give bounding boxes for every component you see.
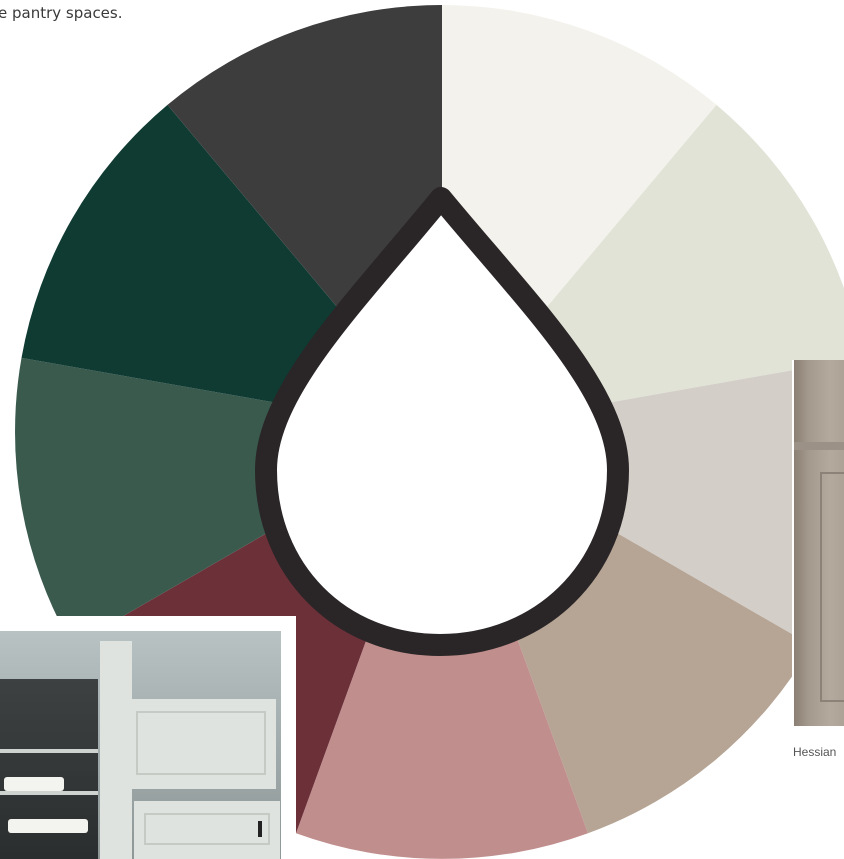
cabinet-door <box>136 711 266 775</box>
cabinet-rail <box>794 442 844 450</box>
jars <box>8 819 88 833</box>
pantry-door <box>100 641 132 859</box>
kitchen-photo-hessian <box>792 360 844 726</box>
cups <box>4 777 64 791</box>
cabinet-door <box>144 813 270 845</box>
pantry-scene <box>0 631 281 859</box>
wall-cabinet <box>126 699 276 789</box>
pantry-shelf <box>0 791 98 795</box>
cabinet-door-panel <box>820 472 844 702</box>
pantry-shelf <box>0 749 98 753</box>
intro-text: e pantry spaces. <box>0 4 123 22</box>
cabinet-handle <box>258 821 262 837</box>
kitchen-photo-pantry <box>0 616 296 859</box>
base-cabinet <box>134 801 280 859</box>
photo-caption-hessian: Hessian <box>793 745 837 759</box>
water-drop-icon <box>255 187 629 656</box>
